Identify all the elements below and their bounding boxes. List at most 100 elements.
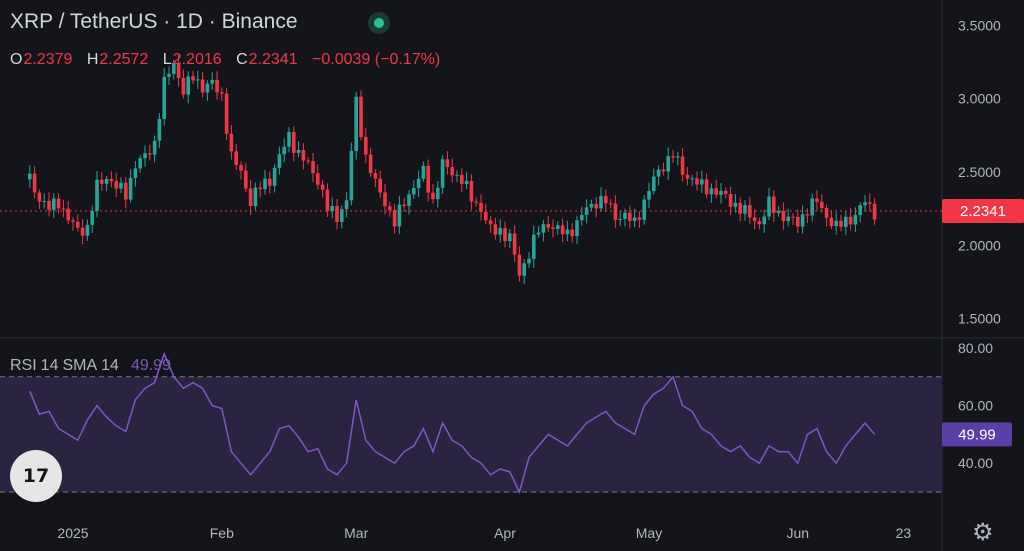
candle-body [762, 216, 766, 225]
candle-body [272, 167, 277, 186]
candle-body [805, 214, 810, 216]
x-tick-label: Apr [494, 525, 516, 541]
x-tick-label: May [636, 525, 662, 541]
candle-body [47, 200, 51, 210]
rsi-value-tag: 49.99 [958, 426, 996, 443]
candle-body [181, 77, 186, 95]
candle-body [196, 79, 200, 81]
candle-body [743, 205, 747, 214]
candle-body [853, 215, 858, 225]
candle-body [383, 192, 387, 207]
candle-body [738, 202, 742, 214]
candle-body [263, 178, 267, 190]
candle-body [704, 179, 709, 195]
candle-body [224, 93, 229, 134]
candle-body [316, 173, 320, 185]
candle-body [848, 216, 853, 225]
candle-body [258, 187, 262, 190]
candle-body [392, 210, 397, 227]
candle-body [565, 229, 570, 235]
candle-body [388, 206, 392, 211]
candle-body [186, 76, 190, 95]
ohlc-legend: O2.2379 H2.2572 L2.2016 C2.2341 −0.0039 … [10, 51, 450, 69]
candle-body [354, 96, 358, 151]
x-tick-label: 23 [896, 525, 912, 541]
candle-body [560, 225, 565, 235]
candle-body [162, 76, 166, 119]
candle-body [469, 180, 474, 202]
candle-body [215, 79, 219, 93]
rsi-band [0, 376, 942, 492]
tradingview-logo[interactable]: 17 [10, 450, 62, 502]
gear-icon[interactable]: ⚙ [972, 519, 994, 546]
candle-body [488, 220, 493, 225]
candle-body [143, 153, 147, 159]
candle-body [608, 203, 613, 205]
candle-body [618, 218, 622, 220]
candle-body [402, 204, 406, 206]
symbol-title[interactable]: XRP / TetherUS · 1D · Binance [10, 10, 298, 33]
candle-body [685, 174, 690, 179]
candle-body [772, 196, 776, 214]
candle-body [575, 220, 579, 237]
candle-body [695, 178, 699, 185]
candle-body [100, 179, 104, 184]
candle-body [700, 179, 704, 185]
candle-body [128, 177, 133, 200]
candle-body [344, 200, 349, 210]
candle-body [114, 181, 118, 189]
candle-body [200, 79, 205, 93]
candle-body [436, 187, 440, 200]
candle-body [445, 159, 450, 168]
candle-body [66, 208, 70, 221]
x-tick-label: Mar [344, 525, 368, 541]
candle-body [484, 212, 488, 221]
candle-body [28, 173, 32, 180]
candle-body [325, 189, 330, 211]
candle-body [680, 156, 685, 175]
ohlc-change: −0.0039 (−0.17%) [312, 51, 441, 68]
candle-body [268, 178, 272, 186]
ohlc-high-value: 2.2572 [99, 51, 149, 68]
candle-body [522, 263, 526, 276]
candle-body [604, 196, 608, 204]
candle-body [80, 227, 85, 236]
candle-body [85, 224, 90, 236]
candle-body [776, 211, 781, 214]
candle-body [656, 169, 661, 177]
candle-body [253, 187, 258, 207]
candle-body [335, 206, 339, 222]
rsi-legend[interactable]: RSI 14 SMA 14 49.99 [10, 357, 171, 375]
candle-body [167, 73, 171, 77]
candle-body [594, 203, 598, 209]
candle-body [676, 156, 680, 158]
candle-body [61, 208, 66, 210]
candle-body [455, 174, 459, 176]
candle-body [493, 224, 498, 235]
candle-body [76, 221, 80, 228]
candle-body [421, 165, 426, 179]
rsi-value: 49.99 [130, 357, 171, 374]
candle-body [460, 174, 464, 184]
candle-body [416, 178, 421, 189]
candle-body [714, 188, 718, 195]
candle-body [71, 220, 75, 222]
candle-body [791, 216, 795, 218]
candle-body [191, 76, 195, 81]
candle-body [757, 221, 762, 225]
candle-body [858, 205, 862, 216]
candle-body [551, 227, 555, 229]
candle-body [709, 188, 714, 195]
candle-body [32, 173, 37, 193]
candle-body [301, 150, 306, 161]
candle-body [498, 228, 502, 235]
ohlc-open-key: O [10, 51, 23, 68]
candle-body [690, 178, 694, 180]
candle-body [666, 156, 670, 172]
rsi-ma-type: SMA [62, 357, 98, 374]
candle-body [748, 205, 752, 218]
candle-body [781, 211, 786, 222]
x-tick-label: 2025 [57, 525, 88, 541]
candle-body [277, 154, 282, 168]
